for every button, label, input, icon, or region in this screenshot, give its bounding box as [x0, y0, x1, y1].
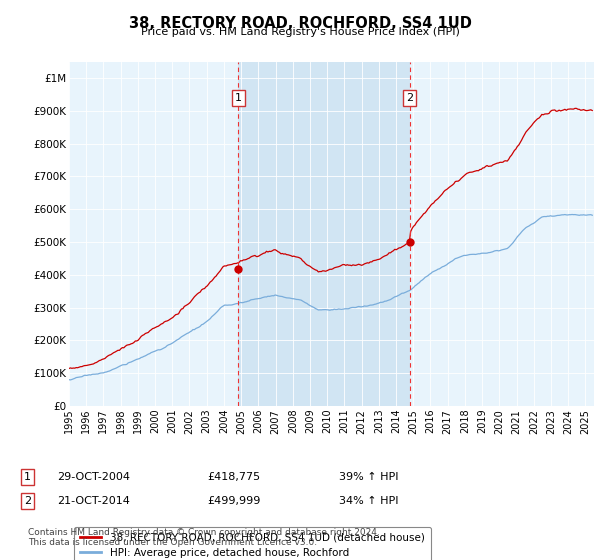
Bar [238, 62, 410, 406]
Text: 1: 1 [24, 472, 31, 482]
Text: 1: 1 [235, 93, 242, 103]
Text: Contains HM Land Registry data © Crown copyright and database right 2024.
This d: Contains HM Land Registry data © Crown c… [28, 528, 379, 547]
Text: 34% ↑ HPI: 34% ↑ HPI [339, 496, 398, 506]
Text: 2: 2 [406, 93, 413, 103]
Text: 2: 2 [24, 496, 31, 506]
Text: Price paid vs. HM Land Registry's House Price Index (HPI): Price paid vs. HM Land Registry's House … [140, 27, 460, 37]
Text: 39% ↑ HPI: 39% ↑ HPI [339, 472, 398, 482]
Text: £418,775: £418,775 [207, 472, 260, 482]
Legend: 38, RECTORY ROAD, ROCHFORD, SS4 1UD (detached house), HPI: Average price, detach: 38, RECTORY ROAD, ROCHFORD, SS4 1UD (det… [74, 526, 431, 560]
Text: 21-OCT-2014: 21-OCT-2014 [57, 496, 130, 506]
Text: £499,999: £499,999 [207, 496, 260, 506]
Text: 29-OCT-2004: 29-OCT-2004 [57, 472, 130, 482]
Text: 38, RECTORY ROAD, ROCHFORD, SS4 1UD: 38, RECTORY ROAD, ROCHFORD, SS4 1UD [128, 16, 472, 31]
